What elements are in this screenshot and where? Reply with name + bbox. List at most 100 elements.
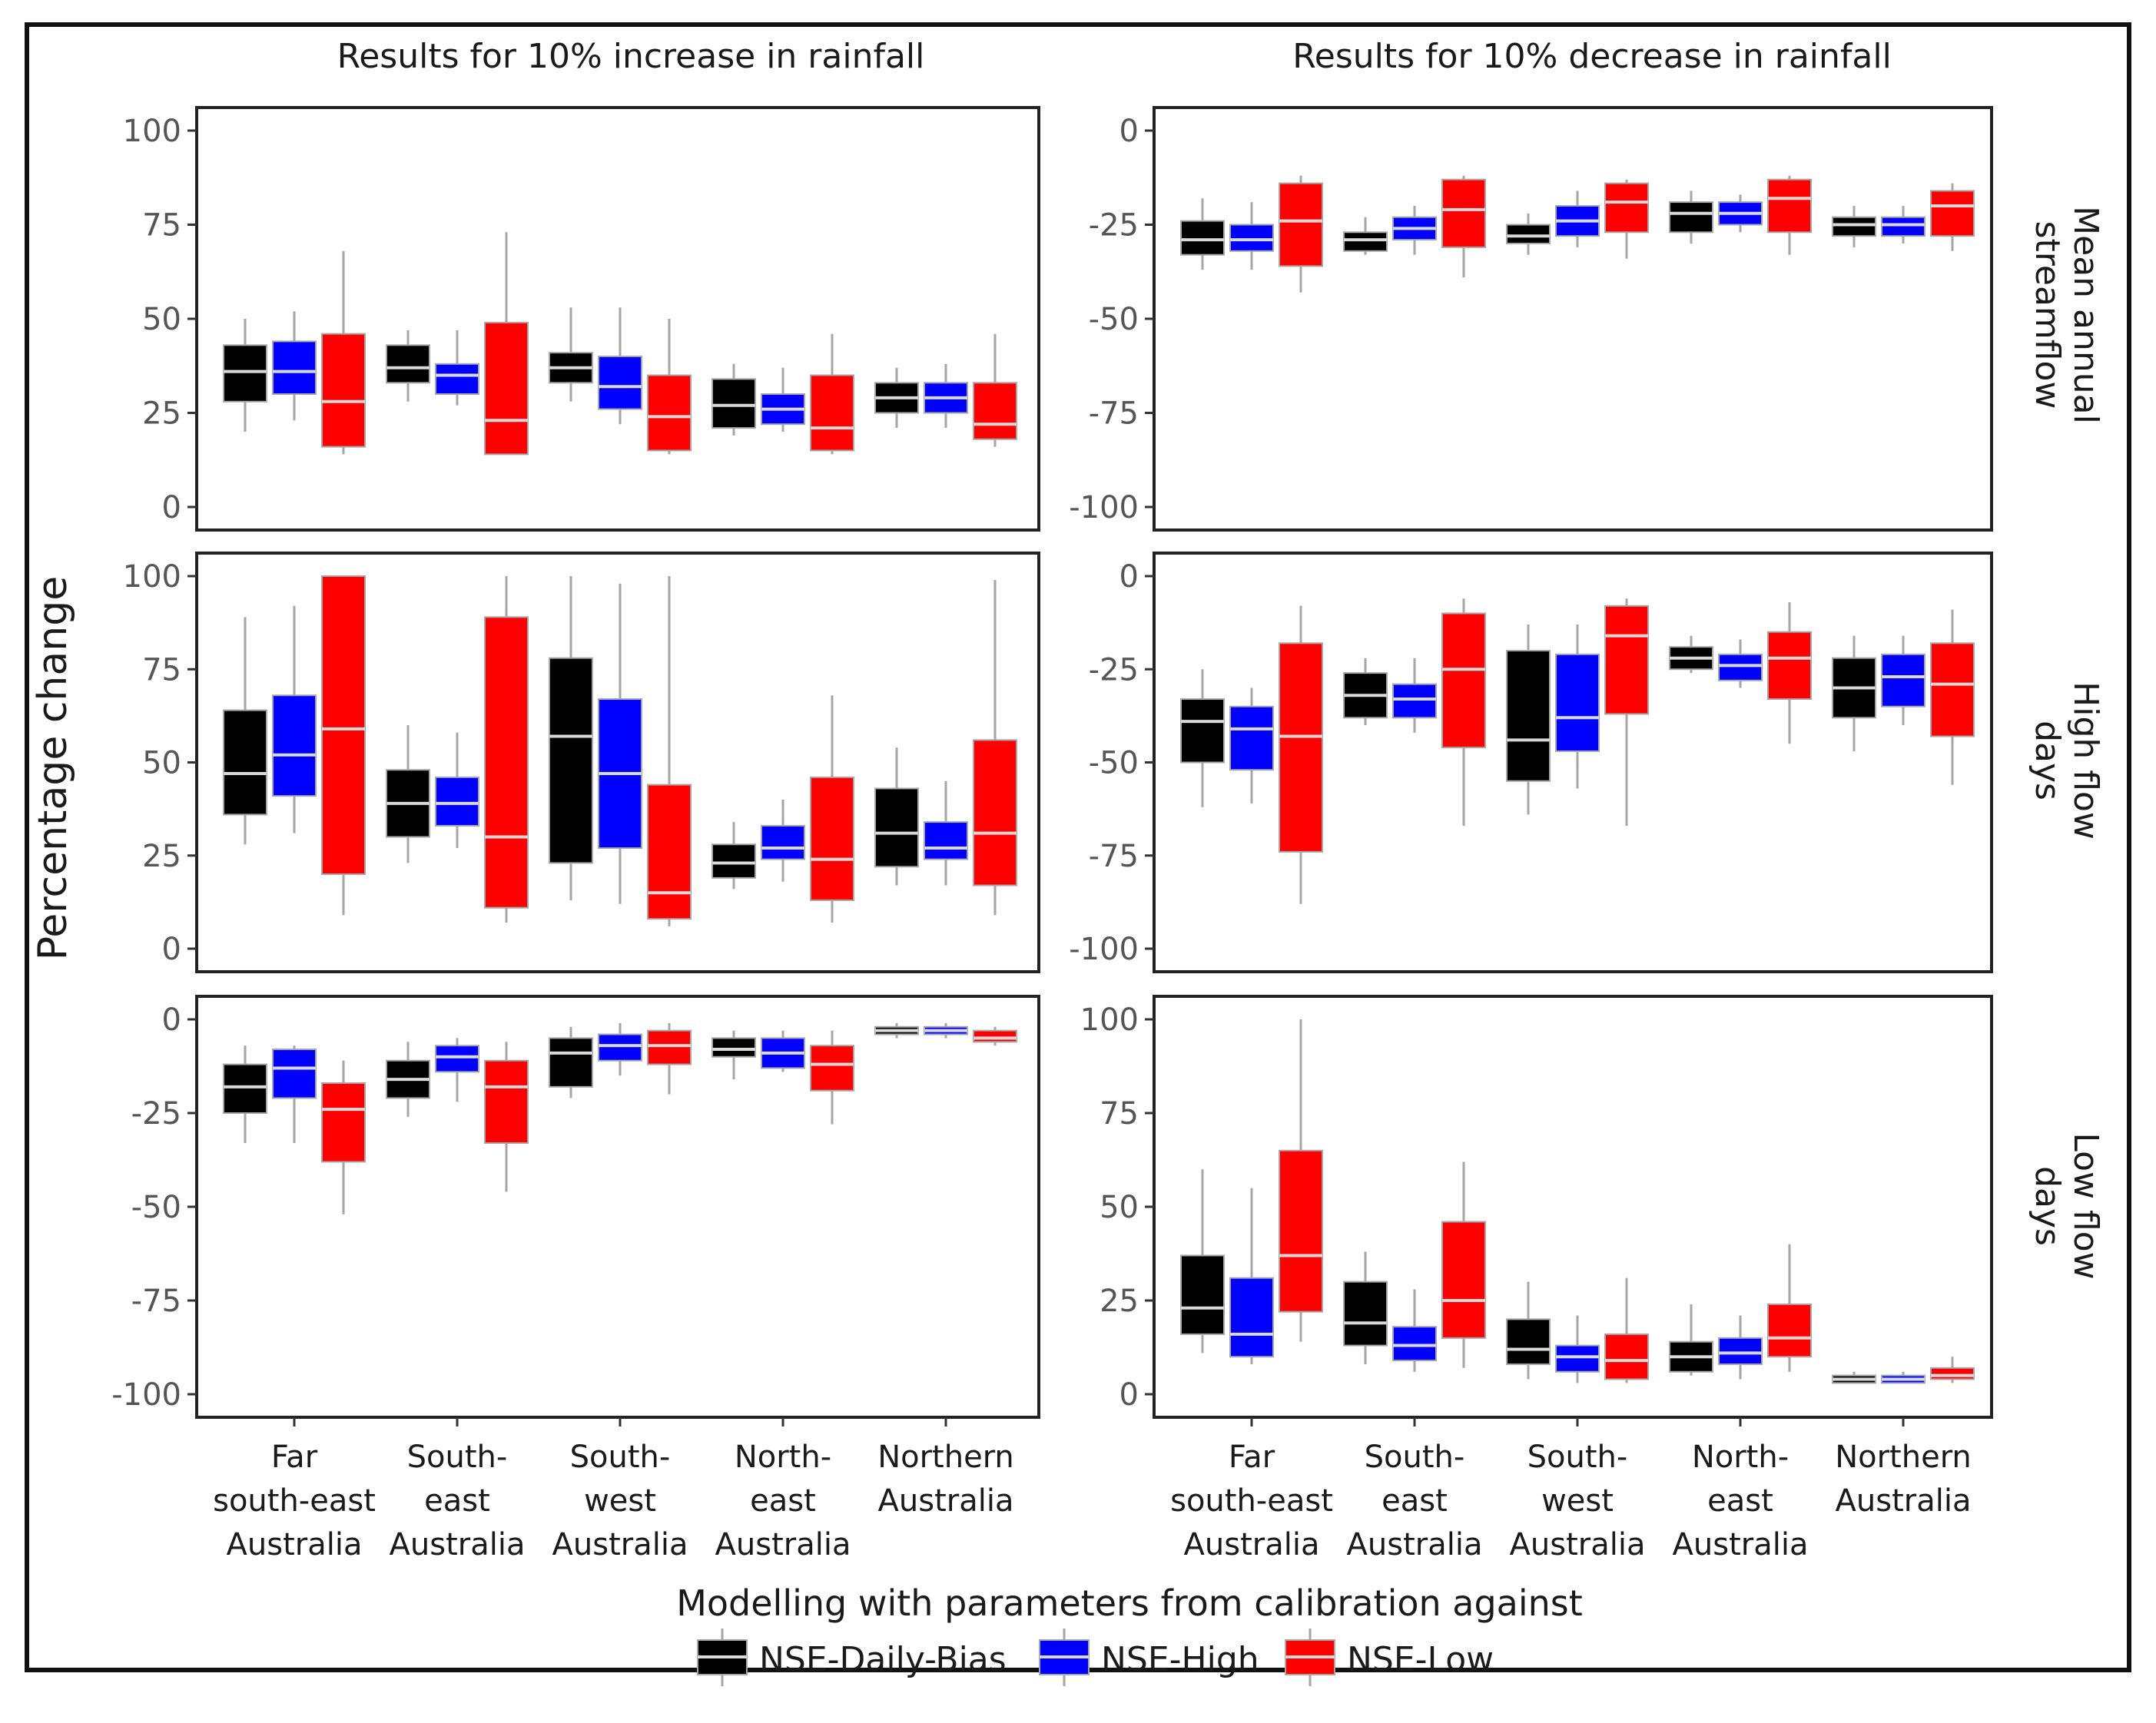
y-tick-label: -75 — [1089, 839, 1139, 874]
box — [1832, 216, 1876, 237]
box — [1555, 653, 1600, 752]
y-tick-label: 25 — [1100, 1284, 1139, 1319]
legend-title: Modelling with parameters from calibrati… — [676, 1582, 1583, 1624]
box — [973, 382, 1017, 440]
legend-label: NSE-Daily-Bias — [759, 1640, 1007, 1679]
x-tick-label: North- — [1692, 1440, 1789, 1475]
x-tick-label: east — [1381, 1483, 1448, 1519]
x-tick-label: west — [584, 1483, 656, 1519]
y-tick-label: -75 — [1089, 396, 1139, 432]
x-tick-label: Australia — [390, 1527, 526, 1562]
box — [1881, 653, 1925, 707]
x-tick-label: North- — [735, 1440, 831, 1475]
box — [272, 340, 317, 395]
y-tick-label: 75 — [142, 208, 181, 244]
box — [647, 374, 692, 452]
box — [1229, 1277, 1274, 1358]
box — [1441, 612, 1486, 749]
box — [1767, 631, 1812, 701]
y-tick-label: -100 — [111, 1377, 181, 1413]
box — [1555, 1344, 1600, 1373]
box — [810, 776, 854, 901]
box — [1506, 1318, 1551, 1365]
box — [484, 1059, 529, 1145]
box — [1279, 642, 1323, 853]
box — [1229, 705, 1274, 771]
box — [1604, 182, 1649, 234]
box — [1930, 642, 1975, 737]
box — [386, 344, 430, 384]
box — [1392, 1326, 1437, 1362]
y-tick-label: 100 — [123, 114, 181, 149]
x-tick-label: west — [1541, 1483, 1614, 1519]
box — [711, 378, 756, 429]
box — [1881, 216, 1925, 237]
x-tick-label: south-east — [213, 1483, 376, 1519]
row-label-3-line-2: days — [2028, 1166, 2067, 1246]
row-label-1-line-2: streamflow — [2028, 221, 2067, 409]
box — [1180, 220, 1225, 256]
y-tick-label: -100 — [1069, 490, 1139, 525]
y-axis-title: Percentage change — [30, 576, 76, 960]
box — [435, 363, 479, 395]
y-tick-label: 0 — [1119, 114, 1139, 149]
box — [1392, 683, 1437, 719]
panel-2-1: 0 25 50 75 100 — [1080, 995, 1993, 1419]
y-tick-label: -75 — [131, 1284, 181, 1319]
panel-frame — [195, 106, 1040, 532]
y-tick-label: 25 — [142, 839, 181, 874]
y-tick-label: -100 — [1069, 932, 1139, 967]
x-tick-label: South- — [1527, 1440, 1628, 1475]
column-title-right: Results for 10% decrease in rainfall — [1292, 37, 1892, 76]
y-tick-label: -25 — [131, 1096, 181, 1132]
row-label-1-line-1: Mean annual — [2066, 206, 2105, 424]
box — [598, 356, 642, 410]
box — [1506, 650, 1551, 782]
x-axis-labels-right: Far south-east Australia South-east Australi… — [1170, 1417, 1972, 1562]
legend: NSE-Daily-Bias NSE-High NSE-Low — [697, 1629, 1494, 1686]
x-tick-label: Northern — [1835, 1440, 1972, 1475]
box — [321, 333, 366, 448]
y-tick-label: 0 — [1119, 559, 1139, 595]
panel-1-0: 0 25 50 75 100 — [123, 552, 1040, 973]
box — [1279, 1149, 1323, 1313]
x-tick-label: Australia — [1347, 1527, 1483, 1562]
box — [1180, 1254, 1225, 1335]
box — [761, 824, 805, 860]
y-tick-label: 50 — [142, 302, 181, 337]
box — [810, 1045, 854, 1092]
y-tick-label: 100 — [123, 559, 181, 595]
box — [1767, 1303, 1812, 1358]
box — [647, 1029, 692, 1065]
box — [223, 1063, 267, 1115]
x-tick-label: South- — [1365, 1440, 1465, 1475]
y-tick-label: 75 — [142, 652, 181, 688]
x-tick-label: Australia — [878, 1483, 1014, 1519]
y-tick-label: 0 — [162, 1002, 181, 1038]
y-tick-label: -50 — [131, 1190, 181, 1225]
box — [810, 374, 854, 452]
box — [973, 739, 1017, 886]
box — [1930, 190, 1975, 237]
box — [223, 344, 267, 403]
box — [1343, 231, 1388, 252]
box — [598, 1033, 642, 1062]
x-tick-label: east — [750, 1483, 816, 1519]
y-tick-label: 25 — [142, 396, 181, 432]
row-label-2-line-2: days — [2028, 721, 2067, 800]
x-tick-label: Far — [271, 1440, 318, 1475]
y-tick-label: 50 — [1100, 1190, 1139, 1225]
box — [321, 1082, 366, 1163]
box — [711, 843, 756, 879]
column-title-left: Results for 10% increase in rainfall — [337, 37, 925, 76]
y-tick-label: 0 — [162, 932, 181, 967]
row-label-3-line-1: Low flow — [2066, 1132, 2105, 1279]
box — [973, 1029, 1017, 1043]
box — [321, 575, 366, 875]
x-tick-label: Australia — [227, 1527, 363, 1562]
box — [711, 1037, 756, 1058]
x-tick-label: Northern — [877, 1440, 1014, 1475]
panel-0-0: 0 25 50 75 100 — [123, 106, 1040, 532]
